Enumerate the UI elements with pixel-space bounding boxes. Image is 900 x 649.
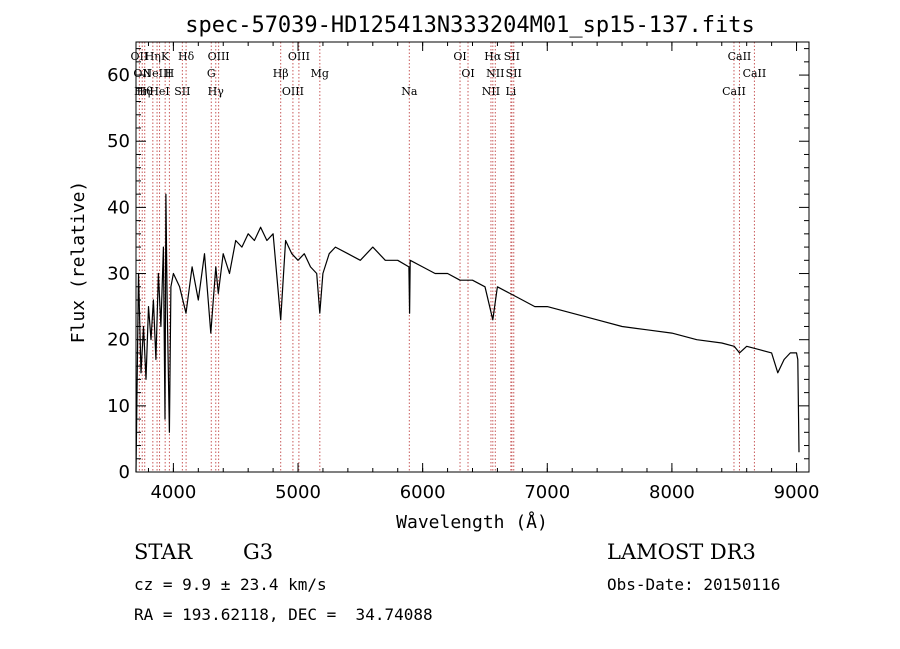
x-tick-label: 4000: [150, 482, 196, 503]
line-marker-label: OIII: [288, 50, 310, 63]
redshift-value: cz = 9.9 ± 23.4 km/s: [134, 575, 327, 594]
line-marker-label: Hγ: [208, 85, 225, 98]
survey-name: LAMOST DR3: [607, 540, 756, 564]
line-marker-label: OIII: [282, 85, 304, 98]
line-marker-label: K: [161, 50, 170, 63]
line-marker-label: OI: [453, 50, 466, 63]
line-marker-label: NII: [486, 67, 504, 80]
line-marker-label: SII: [506, 67, 522, 80]
line-marker-label: OI: [461, 67, 474, 80]
x-axis-label: Wavelength (Å): [396, 511, 548, 533]
line-marker-label: Mg: [311, 67, 329, 80]
plot-frame: [135, 41, 810, 473]
line-marker-label: Hδ: [178, 50, 195, 63]
y-tick-label: 60: [107, 65, 130, 86]
line-marker-label: NII: [482, 85, 500, 98]
line-marker-label: Na: [401, 85, 418, 98]
line-marker-label: Hη: [145, 50, 161, 63]
spectrum-line: [135, 193, 800, 473]
y-tick-label: 40: [107, 197, 130, 218]
y-tick-label: 10: [107, 396, 130, 417]
line-marker-label: OIII: [208, 50, 230, 63]
line-marker-label: Hβ: [273, 67, 289, 80]
line-marker-label: SII: [174, 85, 190, 98]
line-marker-label: OII: [133, 67, 151, 80]
line-marker-label: CaII: [722, 85, 746, 98]
line-marker-label: CaII: [743, 67, 767, 80]
chart-title: spec-57039-HD125413N333204M01_sp15-137.f…: [185, 13, 755, 38]
x-tick-label: 8000: [649, 482, 695, 503]
y-axis-label: Flux (relative): [68, 181, 89, 344]
line-marker-label: G: [207, 67, 216, 80]
line-marker-label: SII: [504, 50, 520, 63]
y-tick-label: 20: [107, 330, 130, 351]
x-tick-label: 6000: [400, 482, 446, 503]
x-tick-label: 9000: [774, 482, 820, 503]
x-tick-label: 7000: [524, 482, 570, 503]
obs-date: Obs-Date: 20150116: [607, 575, 781, 594]
line-marker-label: HeI: [149, 85, 169, 98]
line-marker-label: Li: [505, 85, 516, 98]
y-tick-label: 30: [107, 264, 130, 285]
line-marker-label: NeIII: [142, 67, 171, 80]
y-tick-label: 0: [119, 462, 130, 483]
subclass: G3: [243, 540, 274, 564]
line-marker-label: H: [165, 67, 175, 80]
coordinates: RA = 193.62118, DEC = 34.74088: [134, 605, 433, 624]
line-marker-label: Hα: [484, 50, 502, 63]
x-tick-label: 5000: [275, 482, 321, 503]
y-tick-label: 50: [107, 131, 130, 152]
object-type: STAR: [134, 540, 193, 564]
line-marker-label: CaII: [728, 50, 752, 63]
line-marker-label: OII: [131, 50, 149, 63]
